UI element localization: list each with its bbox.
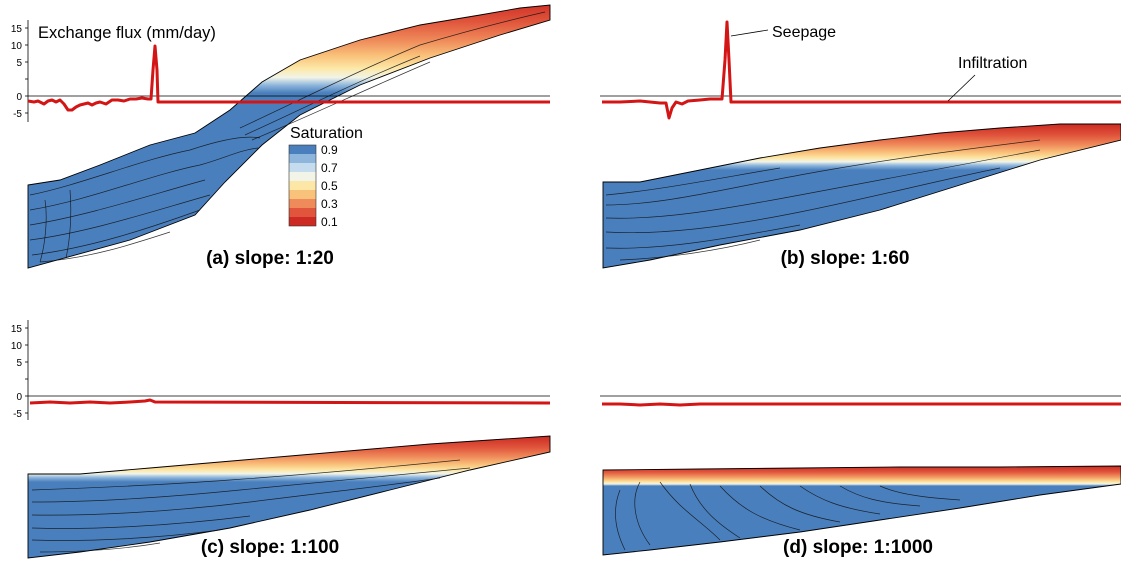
panel-a-saturation-field	[28, 5, 550, 268]
panel-a-outline	[27, 4, 551, 269]
panel-b-outline	[602, 123, 1121, 269]
panel-b: Seepage Infiltration	[600, 20, 1121, 269]
panel-c-flux-line	[29, 398, 551, 405]
panel-c-ytick-5: 5	[16, 358, 22, 369]
panel-a-streamlines	[29, 11, 546, 263]
panel-a-caption: (a) slope: 1:20	[206, 248, 334, 269]
legend-label-2: 0.7	[321, 161, 338, 175]
panel-c-ytick-10: 10	[11, 341, 23, 352]
panel-d	[600, 395, 1121, 556]
panel-c: 15 10 5 0 -5	[11, 320, 551, 559]
legend-title: Saturation	[290, 125, 363, 142]
panel-b-streamlines	[605, 139, 1041, 261]
legend-swatch-1	[289, 154, 316, 163]
seepage-label: Seepage	[772, 24, 836, 41]
infiltration-leader	[947, 74, 976, 102]
panel-c-ytick-15: 15	[11, 324, 23, 335]
panel-b-flux-line	[602, 20, 1121, 120]
legend-swatch-7	[289, 208, 316, 217]
panel-a-ylabel: Exchange flux (mm/day)	[38, 24, 216, 42]
panel-c-flux-axis: 15 10 5 0 -5	[11, 320, 550, 420]
panel-a-ytick-10: 10	[11, 41, 23, 52]
panel-a: 15 10 5 0 -5 Exchange flux (mm/day)	[11, 4, 551, 269]
panel-d-streamlines	[615, 481, 961, 551]
panel-c-ytick-0: 0	[16, 392, 22, 403]
legend-swatch-3	[289, 172, 316, 181]
panel-b-caption: (b) slope: 1:60	[781, 248, 910, 269]
legend-swatch-4	[289, 181, 316, 190]
panel-b-domain	[602, 123, 1121, 269]
panel-a-flux-axis: 15 10 5 0 -5 Exchange flux (mm/day)	[11, 20, 550, 122]
panel-d-outline	[602, 465, 1121, 556]
panel-d-flux-line	[602, 402, 1121, 407]
panel-c-ytick-minus5: -5	[13, 409, 22, 420]
panel-a-domain	[27, 4, 551, 269]
panel-d-caption: (d) slope: 1:1000	[783, 537, 933, 558]
legend-label-4: 0.5	[321, 179, 338, 193]
legend-swatch-6	[289, 199, 316, 208]
legend-label-0: 0.9	[321, 143, 338, 157]
panel-b-saturation-field	[603, 124, 1121, 268]
legend-swatch-0	[289, 145, 316, 154]
legend-swatch-2	[289, 163, 316, 172]
legend-swatch-5	[289, 190, 316, 199]
panel-d-domain	[602, 465, 1121, 556]
panel-a-ytick-15: 15	[11, 24, 23, 35]
panel-a-ytick-5: 5	[16, 58, 22, 69]
panel-a-ytick-0: 0	[16, 92, 22, 103]
panel-a-ytick-minus5: -5	[13, 109, 22, 120]
seepage-leader	[730, 29, 769, 37]
panel-a-flux-line	[27, 44, 550, 112]
saturation-legend: Saturation 0.9 0.7 0.5 0.3 0.1	[288, 125, 363, 229]
legend-label-6: 0.3	[321, 197, 338, 211]
infiltration-label: Infiltration	[958, 55, 1027, 72]
panel-c-caption: (c) slope: 1:100	[201, 537, 339, 558]
legend-label-8: 0.1	[321, 215, 338, 229]
panel-c-domain	[27, 435, 551, 559]
panel-c-outline	[27, 435, 551, 559]
legend-swatch-8	[289, 217, 316, 226]
